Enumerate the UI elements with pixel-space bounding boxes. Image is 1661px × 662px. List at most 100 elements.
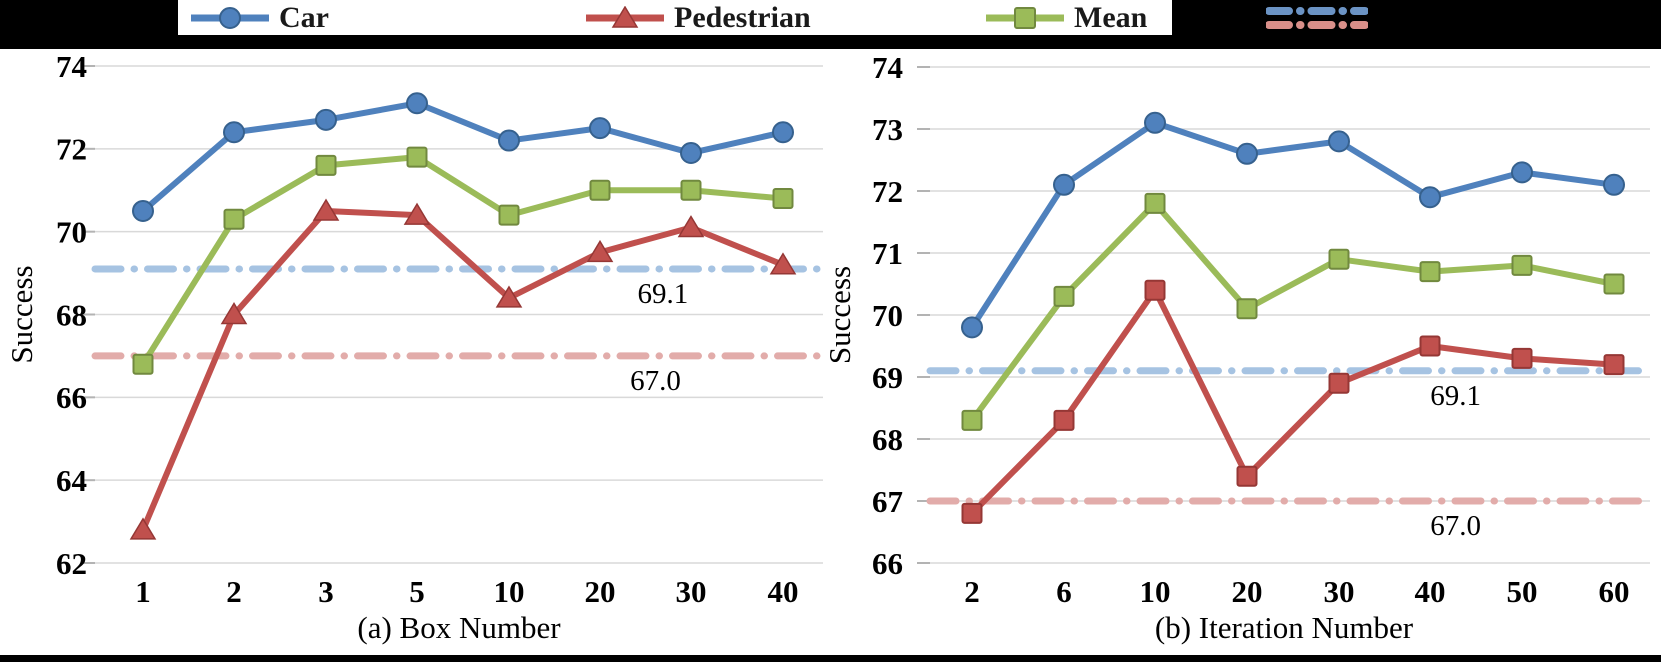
marker-car bbox=[498, 129, 520, 152]
marker-mean bbox=[498, 204, 520, 226]
marker-mean bbox=[315, 154, 337, 176]
car-line-circle-icon bbox=[191, 6, 269, 29]
y-tick-label: 68 bbox=[56, 297, 87, 332]
marker-car bbox=[961, 316, 983, 339]
chart-caption: (b) Iteration Number bbox=[1155, 610, 1414, 645]
marker-mean bbox=[1053, 285, 1075, 307]
marker-car bbox=[1328, 130, 1350, 153]
marker-pedestrian bbox=[403, 202, 431, 225]
marker-car bbox=[1053, 173, 1075, 196]
y-tick-label: 70 bbox=[56, 215, 87, 250]
marker-pedestrian bbox=[129, 517, 157, 540]
marker-pedestrian bbox=[1511, 347, 1533, 369]
series-line-car bbox=[140, 100, 786, 214]
marker-car bbox=[589, 117, 611, 140]
y-tick-label: 69 bbox=[872, 360, 903, 395]
x-tick-label: 3 bbox=[318, 574, 334, 609]
chart-caption: (a) Box Number bbox=[357, 610, 561, 645]
marker-car bbox=[223, 121, 245, 144]
y-tick-label: 72 bbox=[872, 174, 903, 209]
legend-label-pedestrian: Pedestrian bbox=[674, 1, 811, 34]
reference-line-label: 69.1 bbox=[1430, 380, 1481, 412]
y-tick-label: 66 bbox=[872, 546, 903, 581]
y-tick-label: 72 bbox=[56, 132, 87, 167]
marker-pedestrian bbox=[312, 198, 340, 221]
marker-mean bbox=[772, 188, 794, 210]
x-tick-label: 20 bbox=[585, 574, 616, 609]
legend-label-mean: Mean bbox=[1074, 1, 1148, 34]
reference-line-label: 67.0 bbox=[1430, 510, 1481, 542]
x-tick-label: 40 bbox=[768, 574, 799, 609]
x-tick-label: 2 bbox=[226, 574, 242, 609]
marker-car bbox=[772, 121, 794, 144]
marker-car bbox=[315, 108, 337, 131]
y-tick-label: 74 bbox=[872, 50, 903, 85]
marker-mean bbox=[589, 179, 611, 201]
x-tick-label: 5 bbox=[409, 574, 425, 609]
legend-item-mean: Mean bbox=[985, 0, 1147, 35]
marker-mean bbox=[1328, 248, 1350, 270]
legend-item-pedestrian: Pedestrian bbox=[585, 0, 811, 35]
x-tick-label: 30 bbox=[1324, 574, 1355, 609]
y-tick-label: 67 bbox=[872, 484, 903, 519]
marker-mean bbox=[1511, 254, 1533, 276]
x-tick-label: 1 bbox=[135, 574, 151, 609]
marker-car bbox=[1144, 111, 1166, 134]
x-tick-label: 10 bbox=[1140, 574, 1171, 609]
y-tick-label: 73 bbox=[872, 112, 903, 147]
marker-car bbox=[1419, 186, 1441, 209]
marker-mean bbox=[132, 353, 154, 375]
x-tick-label: 6 bbox=[1056, 574, 1072, 609]
marker-pedestrian bbox=[677, 215, 705, 238]
series-line-mean bbox=[969, 200, 1617, 424]
legend: Car Pedestrian Mean bbox=[178, 0, 1172, 35]
marker-mean bbox=[1603, 273, 1625, 295]
y-tick-label: 66 bbox=[56, 380, 87, 415]
marker-mean bbox=[680, 179, 702, 201]
x-tick-label: 40 bbox=[1415, 574, 1446, 609]
pedestrian-line-triangle-icon bbox=[586, 5, 664, 28]
marker-pedestrian bbox=[1144, 279, 1166, 301]
marker-pedestrian bbox=[1328, 372, 1350, 394]
marker-mean bbox=[961, 409, 983, 431]
y-tick-label: 74 bbox=[56, 49, 87, 84]
marker-car bbox=[1236, 142, 1258, 165]
marker-mean bbox=[1236, 298, 1258, 320]
x-tick-label: 20 bbox=[1232, 574, 1263, 609]
marker-car bbox=[406, 92, 428, 115]
marker-pedestrian bbox=[1053, 409, 1075, 431]
legend-label-car: Car bbox=[279, 1, 329, 34]
marker-pedestrian bbox=[1603, 354, 1625, 376]
marker-pedestrian bbox=[495, 285, 523, 308]
marker-car bbox=[1511, 161, 1533, 184]
x-tick-label: 2 bbox=[964, 574, 980, 609]
marker-pedestrian bbox=[1419, 335, 1441, 357]
legend-item-car: Car bbox=[190, 0, 329, 35]
marker-mean bbox=[406, 146, 428, 168]
y-tick-label: 71 bbox=[872, 236, 903, 271]
marker-mean bbox=[1144, 192, 1166, 214]
marker-pedestrian bbox=[586, 239, 614, 263]
mean-line-square-icon bbox=[986, 6, 1064, 29]
y-tick-label: 64 bbox=[56, 463, 87, 498]
marker-pedestrian bbox=[961, 502, 983, 524]
marker-mean bbox=[1419, 261, 1441, 283]
marker-pedestrian bbox=[769, 252, 797, 275]
marker-car bbox=[680, 141, 702, 164]
x-tick-label: 30 bbox=[676, 574, 707, 609]
y-axis-title: Success bbox=[822, 266, 857, 364]
y-axis-title: Success bbox=[4, 265, 39, 363]
marker-car bbox=[132, 199, 154, 222]
bottom-black-bar bbox=[0, 655, 1661, 662]
y-tick-label: 68 bbox=[872, 422, 903, 457]
marker-pedestrian bbox=[220, 302, 248, 325]
y-tick-label: 62 bbox=[56, 546, 87, 581]
reference-line-label: 67.0 bbox=[630, 365, 681, 397]
series-line-mean bbox=[140, 154, 786, 368]
series-line-pedestrian bbox=[969, 287, 1617, 517]
x-tick-label: 50 bbox=[1507, 574, 1538, 609]
reference-line-label: 69.1 bbox=[637, 278, 688, 310]
series-line-pedestrian bbox=[140, 207, 786, 533]
